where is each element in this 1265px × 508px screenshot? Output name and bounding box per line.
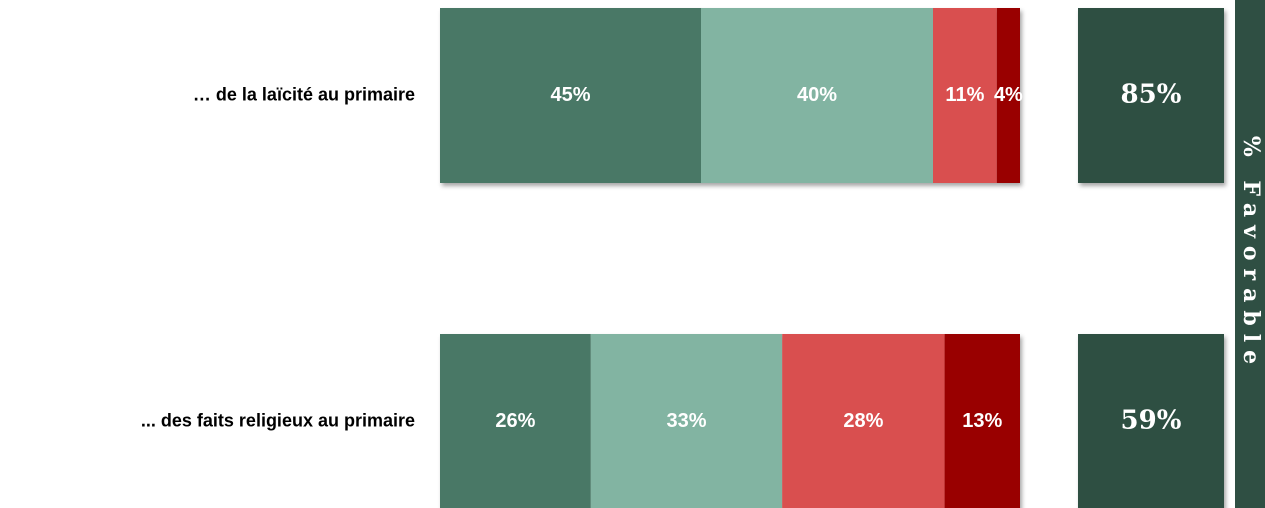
bar-segment [440, 334, 591, 508]
value-label: 26% [495, 410, 535, 432]
bar-segment [996, 8, 1020, 183]
bar-segment [590, 334, 783, 508]
favorable-label: 59% [1121, 406, 1182, 436]
value-label: 45% [550, 84, 590, 106]
category-label: ... des faits religieux au primaire [141, 410, 415, 430]
category-label: … de la laïcité au primaire [193, 84, 415, 104]
bar-segment [933, 8, 997, 183]
bar-group [440, 334, 1020, 508]
favorable-box [1078, 334, 1224, 508]
favorable-label: 85% [1121, 80, 1182, 110]
value-label: 33% [666, 410, 706, 432]
value-label: 13% [962, 410, 1002, 432]
bar-segment [440, 8, 701, 183]
favorable-header [1235, 0, 1265, 508]
value-label: 4% [994, 84, 1023, 106]
bar-segment [944, 334, 1020, 508]
value-label: 28% [843, 410, 883, 432]
value-label: 11% [945, 84, 984, 106]
bar-segment [701, 8, 933, 183]
bar-group [440, 8, 1020, 183]
value-label: 40% [797, 84, 837, 106]
favorable-title: % Favorable [1238, 136, 1264, 372]
bar-segment [782, 334, 945, 508]
favorable-box [1078, 8, 1224, 183]
